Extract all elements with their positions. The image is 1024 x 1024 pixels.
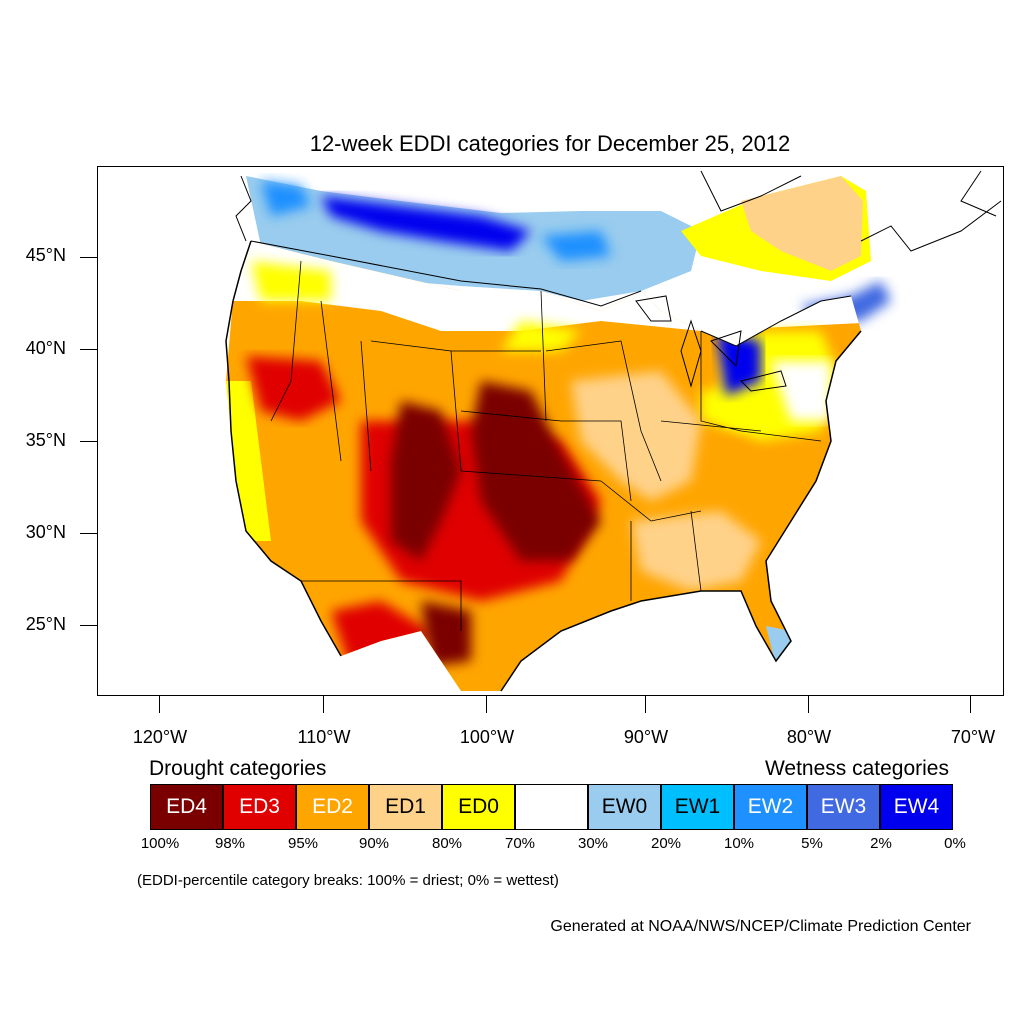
pct-label: 30% bbox=[577, 835, 609, 852]
lat-tick-40 bbox=[80, 349, 97, 350]
ne-white bbox=[771, 361, 831, 421]
lon-tick-100 bbox=[486, 696, 487, 713]
pct-label: 95% bbox=[287, 835, 319, 852]
map-title: 12-week EDDI categories for December 25,… bbox=[309, 131, 791, 156]
state-lines bbox=[270, 260, 822, 631]
lon-label-70: 70°W bbox=[950, 727, 996, 747]
pct-label: 70% bbox=[504, 835, 536, 852]
lon-tick-110 bbox=[323, 696, 324, 713]
legend-ed1-label: ED1 bbox=[385, 795, 426, 818]
legend-ed4-label: ED4 bbox=[166, 795, 207, 818]
pct-label: 0% bbox=[944, 835, 966, 852]
boundaries bbox=[225, 170, 1002, 692]
canada-coast bbox=[235, 170, 1002, 252]
footnote: (EDDI-percentile category breaks: 100% =… bbox=[137, 872, 559, 889]
conus-field bbox=[196, 241, 861, 691]
legend-ew3: EW3 bbox=[807, 784, 880, 830]
lakes-wet bbox=[716, 331, 761, 396]
legend-ed2: ED2 bbox=[296, 784, 369, 830]
pct-label: 20% bbox=[650, 835, 682, 852]
canada-ew1 bbox=[261, 181, 611, 261]
credit-line: Generated at NOAA/NWS/NCEP/Climate Predi… bbox=[550, 918, 971, 935]
legend-normal bbox=[515, 784, 588, 830]
lon-label-80: 80°W bbox=[786, 727, 832, 747]
lon-label-100: 100°W bbox=[459, 727, 515, 747]
lat-label-35: 35°N bbox=[25, 430, 66, 450]
lat-tick-35 bbox=[80, 441, 97, 442]
legend-ed3-label: ED3 bbox=[239, 795, 280, 818]
ed4-core bbox=[391, 381, 601, 666]
ed1-central bbox=[571, 371, 761, 591]
pct-label: 5% bbox=[801, 835, 823, 852]
canada-ed1-east bbox=[741, 176, 863, 271]
legend-ew4-label: EW4 bbox=[893, 795, 940, 818]
lat-label-45: 45°N bbox=[25, 245, 66, 265]
lat-label-30: 30°N bbox=[25, 522, 66, 542]
legend-ed0-label: ED0 bbox=[458, 795, 499, 818]
legend-ew3-label: EW3 bbox=[820, 795, 867, 818]
pct-label: 80% bbox=[431, 835, 463, 852]
pct-label: 10% bbox=[723, 835, 755, 852]
legend-ed4: ED4 bbox=[150, 784, 223, 830]
legend-ew4: EW4 bbox=[880, 784, 953, 830]
legend-ed3: ED3 bbox=[223, 784, 296, 830]
eddi-map bbox=[196, 170, 1002, 692]
lon-tick-70 bbox=[970, 696, 971, 713]
west-coast-yellow bbox=[226, 381, 271, 541]
drought-heading: Drought categories bbox=[149, 757, 327, 780]
lon-label-110: 110°W bbox=[297, 727, 351, 747]
legend-ed1: ED1 bbox=[369, 784, 442, 830]
lat-label-40: 40°N bbox=[25, 338, 66, 358]
legend-ew0: EW0 bbox=[588, 784, 661, 830]
ed3-west bbox=[246, 356, 341, 421]
north-yellow bbox=[251, 261, 801, 431]
canada-wet-core bbox=[321, 196, 531, 251]
pct-label: 98% bbox=[214, 835, 246, 852]
lon-tick-80 bbox=[808, 696, 809, 713]
lon-tick-90 bbox=[645, 696, 646, 713]
lon-tick-120 bbox=[159, 696, 160, 713]
legend-ew1-label: EW1 bbox=[674, 795, 721, 818]
coastline bbox=[225, 240, 862, 692]
wetness-heading: Wetness categories bbox=[764, 757, 949, 780]
pct-label: 2% bbox=[870, 835, 892, 852]
west-coast-blue bbox=[196, 391, 216, 431]
pct-label: 100% bbox=[140, 835, 180, 852]
great-lakes bbox=[635, 295, 787, 392]
lon-label-90: 90°W bbox=[623, 727, 669, 747]
lat-tick-30 bbox=[80, 533, 97, 534]
map-frame bbox=[97, 166, 1004, 696]
lat-label-25: 25°N bbox=[25, 614, 66, 634]
lon-label-120: 120°W bbox=[132, 727, 188, 747]
legend-ew0-label: EW0 bbox=[601, 795, 648, 818]
legend-ew2: EW2 bbox=[734, 784, 807, 830]
lat-tick-25 bbox=[80, 625, 97, 626]
lat-tick-45 bbox=[80, 257, 97, 258]
canada-border bbox=[250, 240, 852, 347]
legend-ed2-label: ED2 bbox=[312, 795, 353, 818]
pct-label: 90% bbox=[358, 835, 390, 852]
legend-ew2-label: EW2 bbox=[747, 795, 794, 818]
legend-ed0: ED0 bbox=[442, 784, 515, 830]
legend-ew1: EW1 bbox=[661, 784, 734, 830]
